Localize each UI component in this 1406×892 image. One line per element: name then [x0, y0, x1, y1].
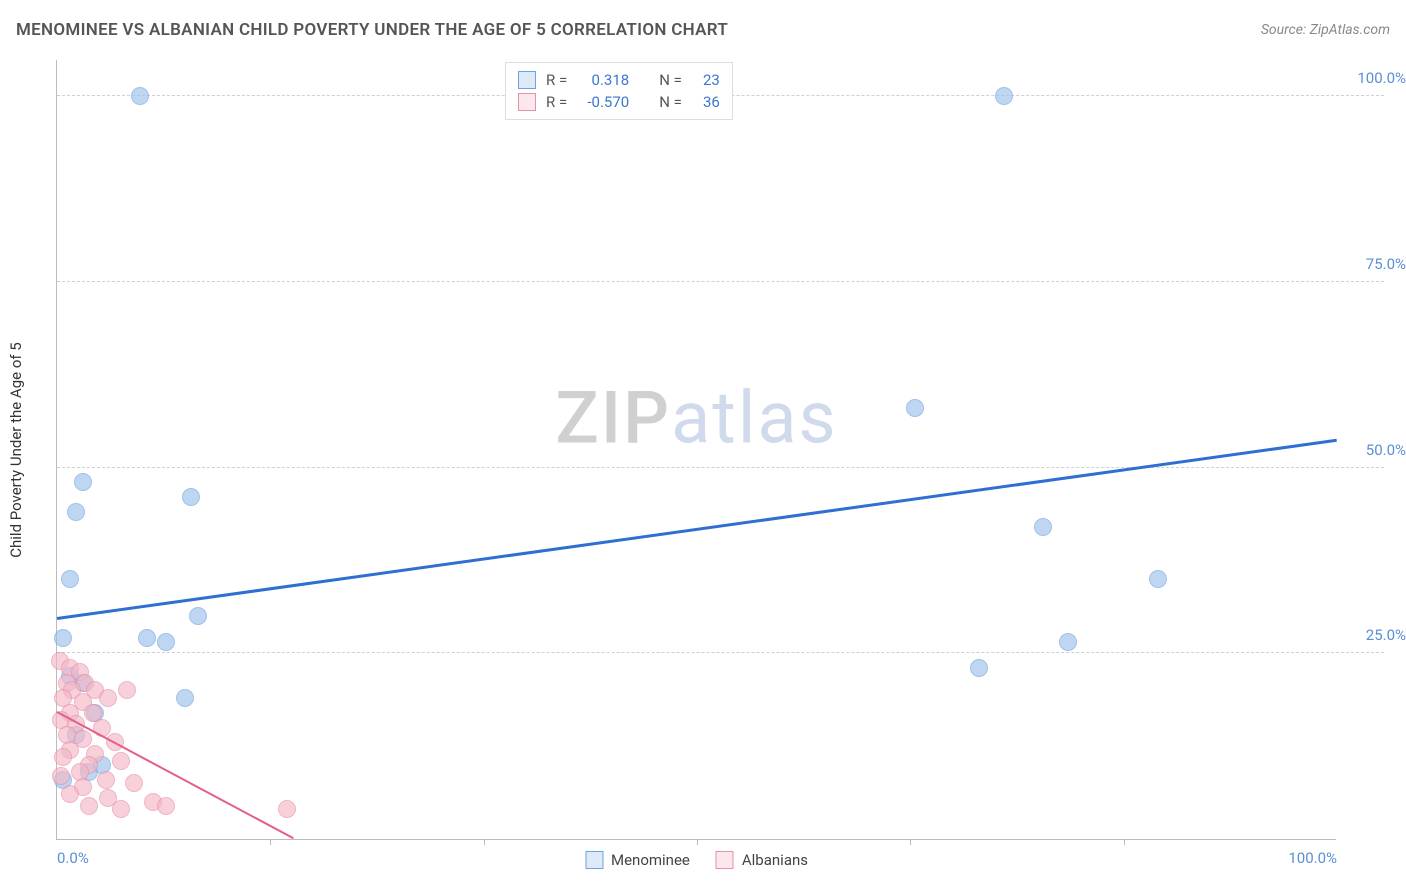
data-point — [970, 659, 988, 677]
data-point — [157, 633, 175, 651]
data-point — [97, 771, 115, 789]
source-label: Source: ZipAtlas.com — [1261, 22, 1390, 38]
y-tick-label: 100.0% — [1344, 69, 1406, 87]
stat-n-value: 36 — [694, 93, 720, 111]
data-point — [61, 785, 79, 803]
data-point — [1059, 633, 1077, 651]
data-point — [906, 399, 924, 417]
legend-swatch — [518, 93, 536, 111]
stats-legend: R = 0.318 N = 23 R = -0.570 N = 36 — [505, 62, 733, 120]
data-point — [995, 87, 1013, 105]
data-point — [54, 629, 72, 647]
series-name: Albanians — [742, 851, 808, 869]
y-tick-label: 50.0% — [1344, 441, 1406, 459]
data-point — [112, 800, 130, 818]
data-point — [131, 87, 149, 105]
data-point — [157, 797, 175, 815]
data-point — [61, 570, 79, 588]
data-point — [112, 752, 130, 770]
data-point — [189, 607, 207, 625]
series-legend: Menominee Albanians — [585, 851, 808, 869]
scatter-plot: ZIPatlas 25.0%50.0%75.0%100.0%0.0%100.0%… — [56, 60, 1336, 840]
data-point — [67, 503, 85, 521]
data-point — [278, 800, 296, 818]
legend-swatch — [518, 71, 536, 89]
legend-swatch — [716, 851, 734, 869]
stat-r-label: R = — [546, 93, 567, 111]
stats-legend-row: R = 0.318 N = 23 — [518, 69, 720, 91]
x-tick — [697, 839, 698, 845]
stat-n-value: 23 — [694, 71, 720, 89]
data-point — [1149, 570, 1167, 588]
series-legend-item: Menominee — [585, 851, 690, 869]
title-bar: MENOMINEE VS ALBANIAN CHILD POVERTY UNDE… — [16, 20, 1390, 40]
data-point — [138, 629, 156, 647]
stat-r-value: -0.570 — [579, 93, 629, 111]
data-point — [125, 774, 143, 792]
legend-swatch — [585, 851, 603, 869]
x-tick — [910, 839, 911, 845]
x-tick-label: 0.0% — [57, 849, 89, 867]
gridline-h — [57, 281, 1384, 282]
y-tick-label: 25.0% — [1344, 626, 1406, 644]
data-point — [118, 681, 136, 699]
x-tick-label: 100.0% — [1288, 849, 1337, 867]
chart-area: Child Poverty Under the Age of 5 ZIPatla… — [56, 60, 1336, 840]
stat-r-label: R = — [546, 71, 567, 89]
stats-legend-row: R = -0.570 N = 36 — [518, 91, 720, 113]
stat-n-label: N = — [659, 71, 682, 89]
data-point — [52, 767, 70, 785]
data-point — [1034, 518, 1052, 536]
data-point — [74, 473, 92, 491]
watermark: ZIPatlas — [555, 376, 837, 461]
chart-title: MENOMINEE VS ALBANIAN CHILD POVERTY UNDE… — [16, 20, 728, 40]
data-point — [99, 689, 117, 707]
data-point — [176, 689, 194, 707]
stat-n-label: N = — [659, 93, 682, 111]
series-name: Menominee — [611, 851, 690, 869]
gridline-h — [57, 467, 1384, 468]
data-point — [80, 797, 98, 815]
series-legend-item: Albanians — [716, 851, 808, 869]
y-axis-title: Child Poverty Under the Age of 5 — [7, 342, 25, 558]
x-tick — [1124, 839, 1125, 845]
x-tick — [484, 839, 485, 845]
y-tick-label: 75.0% — [1344, 255, 1406, 273]
stat-r-value: 0.318 — [579, 71, 629, 89]
x-tick — [270, 839, 271, 845]
data-point — [54, 748, 72, 766]
data-point — [182, 488, 200, 506]
gridline-h — [57, 652, 1384, 653]
